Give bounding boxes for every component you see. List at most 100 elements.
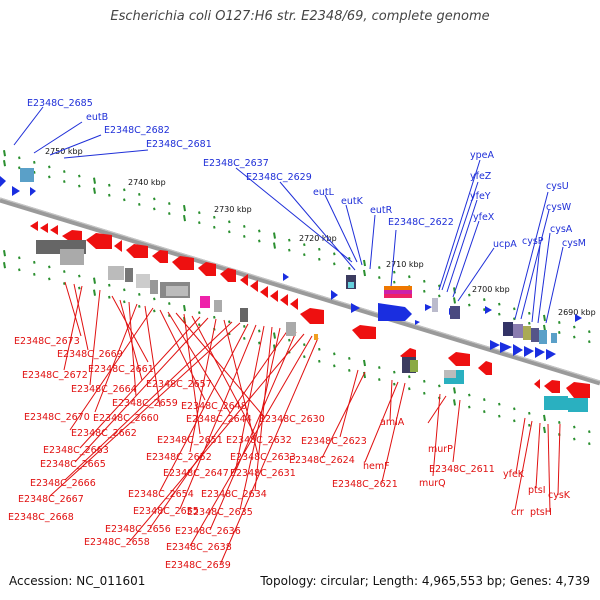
scale-tick — [273, 232, 276, 239]
gene-label: eutL — [313, 187, 335, 198]
gene-label: E2348C_2658 — [84, 537, 150, 548]
map-title: Escherichia coli O127:H6 str. E2348/69, … — [110, 9, 490, 24]
scale-tick — [108, 193, 111, 197]
reverse-gene — [300, 308, 324, 324]
gene-label: E2348C_2664 — [71, 384, 137, 395]
scale-tick — [528, 423, 531, 427]
gene-label: E2348C_2659 — [112, 398, 178, 409]
scale-tick — [348, 267, 351, 270]
scale-tick — [303, 253, 306, 257]
scale-tick — [183, 204, 186, 212]
scale-tick — [48, 165, 51, 169]
reverse-gene — [352, 325, 376, 339]
scale-tick — [198, 221, 201, 225]
scale-tick — [108, 283, 111, 287]
scale-tick — [318, 257, 321, 261]
gene-label: amiA — [380, 417, 405, 428]
scale-tick — [498, 312, 501, 316]
gene-label: E2348C_2668 — [8, 512, 74, 523]
scale-tick — [63, 170, 66, 173]
scale-tick — [513, 407, 516, 411]
gene-label: E2348C_2661 — [88, 364, 154, 375]
gene-label: E2348C_2667 — [18, 494, 84, 505]
scale-tick — [3, 262, 6, 269]
reverse-gene — [30, 221, 38, 231]
scale-tick — [168, 212, 171, 215]
scale-tick — [63, 282, 66, 285]
gene-label: E2348C_2638 — [166, 542, 232, 553]
scale-tick — [393, 370, 396, 374]
scale-tick — [123, 188, 126, 192]
scale-tick — [438, 294, 441, 298]
scale-tick — [33, 272, 36, 276]
gene-label: E2348C_2656 — [105, 524, 171, 535]
gene-label: cysP — [522, 236, 544, 247]
scale-tick — [288, 238, 291, 242]
accession-text: Accession: NC_011601 — [9, 574, 146, 588]
scale-tick — [348, 257, 351, 260]
scale-tick — [543, 314, 546, 322]
scale-tick — [138, 292, 141, 296]
reverse-gene — [126, 244, 148, 258]
scale-tick — [258, 229, 261, 233]
reverse-gene — [172, 256, 194, 270]
scale-tick — [588, 330, 591, 334]
gene-label: E2348C_2647 — [163, 468, 229, 479]
genome-summary-text: Topology: circular; Length: 4,965,553 bp… — [260, 574, 590, 588]
scale-tick — [468, 293, 471, 297]
gene-label: E2348C_2624 — [289, 455, 355, 466]
scale-tick — [78, 174, 81, 178]
gene-label: ptsI — [528, 485, 546, 496]
gene-label: cysA — [550, 224, 573, 235]
scale-tick — [468, 303, 471, 307]
top-gene-labels: E2348C_2685 eutB E2348C_2682 E2348C_2681… — [27, 98, 586, 250]
scale-tick — [483, 410, 486, 414]
gene-label: E2348C_2655 — [133, 506, 199, 517]
scale-tick — [138, 304, 141, 308]
gene-label: E2348C_2685 — [27, 98, 93, 109]
scale-tick — [423, 289, 426, 293]
scale-tick — [513, 317, 516, 321]
forward-gene — [485, 306, 492, 314]
scale-tick — [33, 170, 36, 174]
forward-gene — [331, 290, 338, 300]
scale-tick — [18, 166, 21, 170]
scale-tick — [33, 160, 36, 164]
scale-tick — [33, 260, 36, 264]
reverse-gene — [152, 250, 168, 263]
reverse-gene — [478, 361, 492, 375]
forward-genes[interactable] — [0, 176, 582, 360]
scale-tick — [543, 426, 546, 434]
scale-tick — [363, 259, 366, 267]
gene-label: E2348C_2631 — [230, 468, 296, 479]
scale-tick — [318, 247, 321, 251]
reverse-gene — [280, 294, 288, 306]
scale-tick — [558, 321, 561, 324]
gene-label: E2348C_2657 — [146, 379, 212, 390]
gene-label: E2348C_2644 — [186, 414, 252, 425]
scale-tick — [453, 387, 456, 394]
gene-label: E2348C_2652 — [146, 452, 212, 463]
scale-tick — [498, 414, 501, 418]
gene-label: hemF — [363, 461, 390, 472]
scale-tick — [393, 382, 396, 386]
reverse-gene — [114, 240, 122, 252]
scale-tick — [138, 192, 141, 196]
forward-gene — [30, 187, 36, 196]
reverse-gene — [448, 352, 470, 366]
scale-tick — [513, 419, 516, 423]
gene-label: E2348C_2621 — [332, 479, 398, 490]
scale-tick — [543, 324, 546, 332]
scale-tick — [318, 347, 321, 351]
scale-tick — [123, 198, 126, 202]
gene-label: E2348C_2660 — [93, 413, 159, 424]
gene-label: yfeY — [470, 191, 491, 202]
scale-tick — [393, 280, 396, 284]
reverse-genes[interactable] — [30, 221, 590, 398]
scale-tick — [153, 297, 156, 301]
scale-tick — [243, 234, 246, 238]
scale-tick — [408, 375, 411, 379]
bottom-gene-labels: E2348C_2673 E2348C_2669 E2348C_2672 E234… — [8, 336, 571, 571]
reverse-gene — [220, 268, 236, 282]
